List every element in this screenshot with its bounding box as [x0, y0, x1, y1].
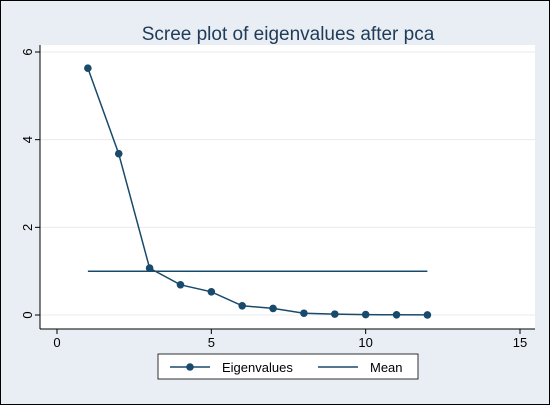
data-point [361, 310, 370, 319]
grid-lines [40, 51, 535, 316]
x-tick-label: 15 [513, 335, 527, 350]
legend-item-eigenvalues: Eigenvalues [170, 360, 293, 375]
data-point [114, 149, 123, 158]
data-point [423, 311, 432, 319]
series-eigenvalues [84, 64, 432, 319]
data-point [176, 280, 185, 289]
x-tick-label: 5 [208, 335, 215, 350]
y-tick-label: 0 [20, 311, 35, 318]
data-point [269, 304, 277, 313]
data-point [392, 310, 401, 319]
legend: Eigenvalues Mean [157, 353, 419, 380]
data-point [207, 287, 216, 296]
data-point [300, 309, 308, 318]
x-tick-label: 0 [53, 335, 60, 350]
y-tick-label: 2 [20, 224, 35, 231]
y-tick-label: 4 [20, 136, 35, 143]
legend-marker [186, 363, 194, 371]
plot-area [40, 45, 535, 329]
data-point [331, 310, 339, 318]
axes: 0 2 4 6 0 5 10 15 [20, 45, 535, 350]
data-point [84, 64, 92, 73]
eigenvalues-line [87, 67, 428, 316]
x-tick-label: 10 [358, 335, 372, 350]
legend-label: Mean [370, 360, 403, 375]
chart-title: Scree plot of eigenvalues after pca [142, 24, 435, 45]
legend-item-mean: Mean [318, 360, 403, 375]
data-point [238, 301, 246, 310]
data-point [145, 264, 154, 272]
series-layer [84, 64, 432, 319]
legend-label: Eigenvalues [222, 360, 293, 375]
y-tick-label: 6 [20, 48, 35, 55]
